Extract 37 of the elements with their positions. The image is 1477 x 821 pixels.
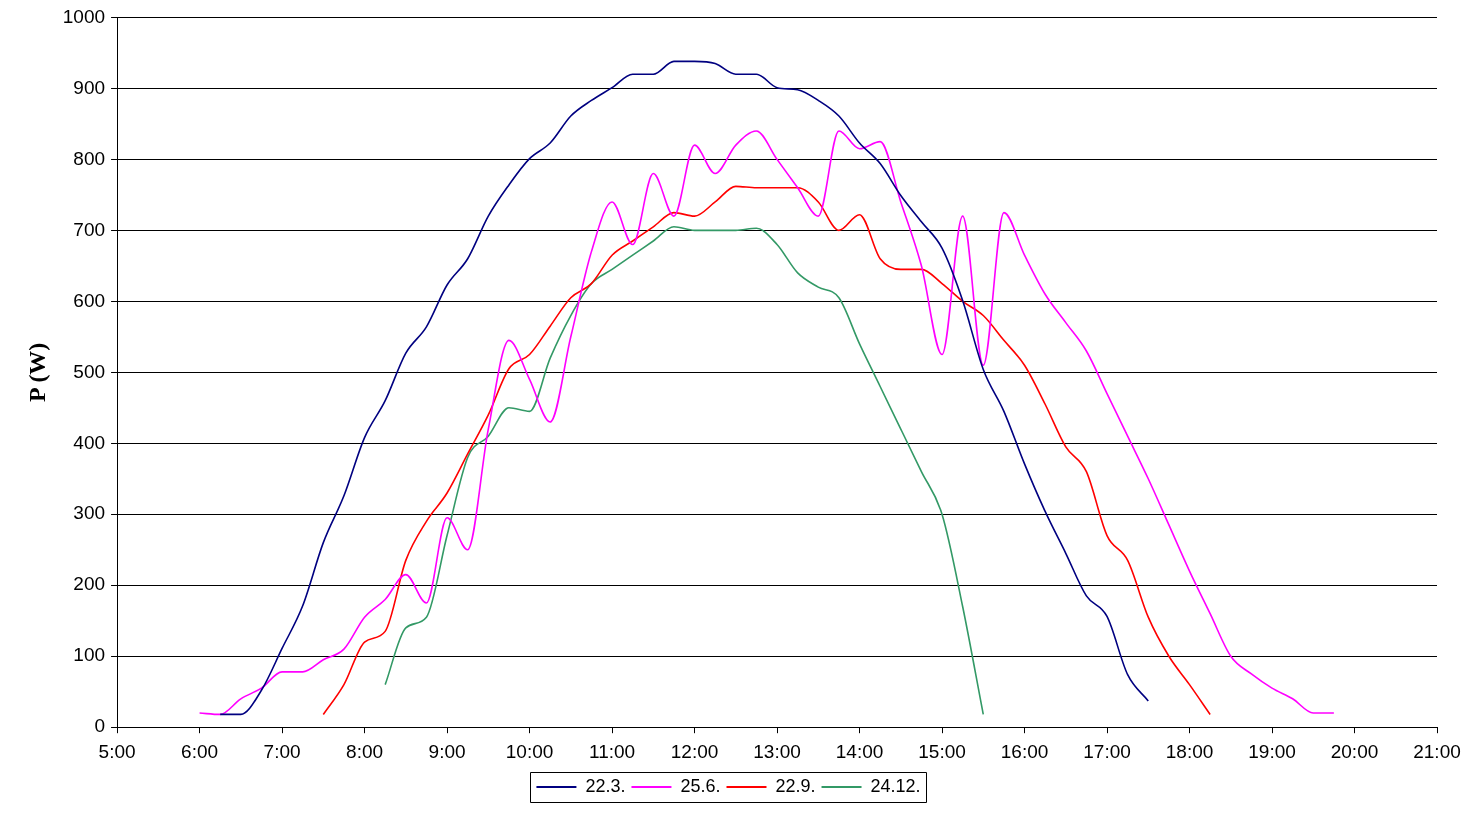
line-series xyxy=(384,225,985,716)
y-tick-label: 100 xyxy=(73,644,106,666)
x-tick-label: 9:00 xyxy=(428,740,466,762)
y-tick-label: 800 xyxy=(73,147,106,169)
x-tick-label: 8:00 xyxy=(346,740,384,762)
x-tick-label: 16:00 xyxy=(1000,740,1049,762)
x-tick-label: 20:00 xyxy=(1330,740,1379,762)
x-tick-label: 10:00 xyxy=(505,740,554,762)
y-tick-label: 500 xyxy=(73,360,106,382)
x-tick-label: 21:00 xyxy=(1413,740,1461,762)
y-tick-label: 700 xyxy=(73,218,106,240)
x-tick-label: 11:00 xyxy=(588,740,636,762)
x-tick-label: 13:00 xyxy=(753,740,801,762)
x-tick-label: 14:00 xyxy=(835,740,884,762)
line-series xyxy=(219,60,1150,716)
legend-label: 22.9. xyxy=(775,775,816,796)
y-tick-label: 1000 xyxy=(62,5,106,27)
x-tick-label: 12:00 xyxy=(670,740,719,762)
legend-label: 24.12. xyxy=(870,775,921,796)
y-tick-label: 0 xyxy=(94,715,106,737)
line-series xyxy=(322,185,1211,716)
line-series xyxy=(198,130,1335,716)
x-tick-label: 7:00 xyxy=(263,740,301,762)
x-tick-label: 5:00 xyxy=(98,740,136,762)
x-tick-label: 18:00 xyxy=(1165,740,1214,762)
y-tick-label: 600 xyxy=(73,289,106,311)
x-tick-label: 17:00 xyxy=(1083,740,1131,762)
legend-label: 25.6. xyxy=(680,775,721,796)
y-tick-label: 400 xyxy=(73,431,106,453)
y-tick-label: 900 xyxy=(73,76,106,98)
x-tick-label: 19:00 xyxy=(1248,740,1296,762)
y-axis-title: P (W) xyxy=(23,342,50,402)
y-tick-label: 200 xyxy=(73,573,106,595)
y-tick-label: 300 xyxy=(73,502,106,524)
x-tick-label: 15:00 xyxy=(918,740,966,762)
x-tick-label: 6:00 xyxy=(181,740,219,762)
legend-label: 22.3. xyxy=(585,775,626,796)
